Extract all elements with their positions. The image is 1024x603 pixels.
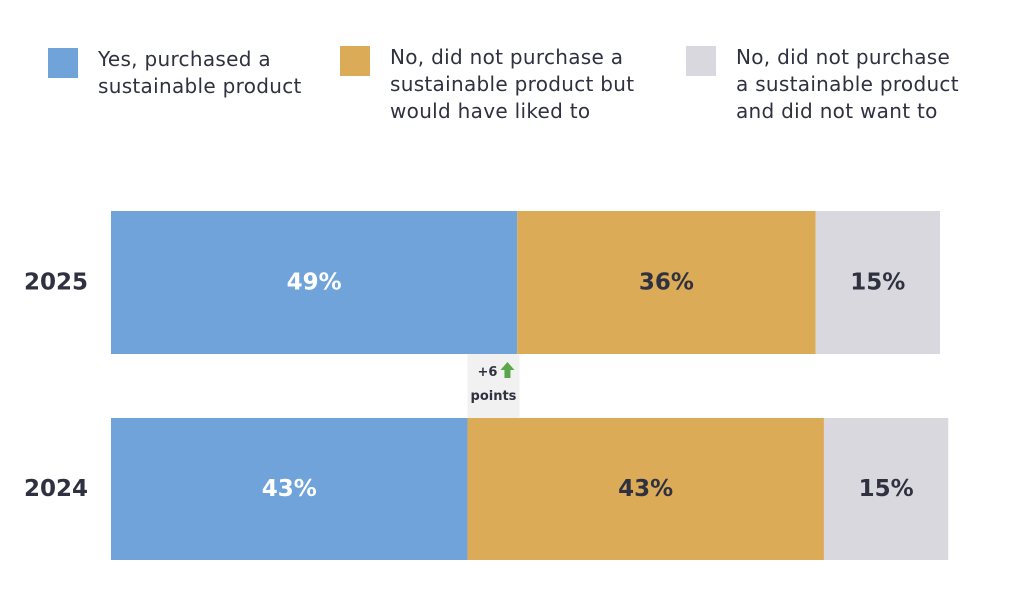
data-label-2025-series-0: 49% — [287, 270, 342, 296]
legend-item-did-not-want: No, did not purchase a sustainable produ… — [686, 44, 959, 125]
legend-item-purchased: Yes, purchased a sustainable product — [48, 46, 302, 100]
data-label-2024-series-0: 43% — [262, 476, 317, 502]
legend: Yes, purchased a sustainable product No,… — [0, 0, 1024, 140]
legend-label-did-not-want: No, did not purchase a sustainable produ… — [736, 45, 959, 123]
data-label-2024-series-2: 15% — [859, 476, 914, 502]
legend-label-would-have-liked: No, did not purchase a sustainable produ… — [390, 45, 635, 123]
row-label-2024: 2024 — [24, 476, 88, 502]
bar-2024-series-2 — [823, 418, 949, 560]
bar-2025-series-1 — [517, 211, 816, 354]
legend-swatch-did-not-want — [686, 46, 716, 76]
change-annotation-unit: points — [471, 389, 517, 404]
bar-2024-series-1 — [467, 418, 824, 560]
up-arrow-icon — [500, 362, 515, 378]
data-label-2025-series-1: 36% — [639, 270, 694, 296]
legend-label-purchased: Yes, purchased a sustainable product — [98, 47, 302, 98]
legend-swatch-would-have-liked — [340, 46, 370, 76]
row-label-2025: 2025 — [24, 270, 88, 296]
bar-2025-series-2 — [815, 211, 940, 354]
legend-item-would-have-liked: No, did not purchase a sustainable produ… — [340, 44, 634, 125]
change-annotation-box — [467, 354, 520, 418]
change-annotation-value: +6 — [477, 365, 497, 380]
data-label-2024-series-1: 43% — [618, 476, 673, 502]
bar-2025-series-0 — [111, 211, 518, 354]
data-label-2025-series-2: 15% — [850, 270, 905, 296]
bar-2024-series-0 — [111, 418, 468, 560]
legend-swatch-purchased — [48, 48, 78, 78]
